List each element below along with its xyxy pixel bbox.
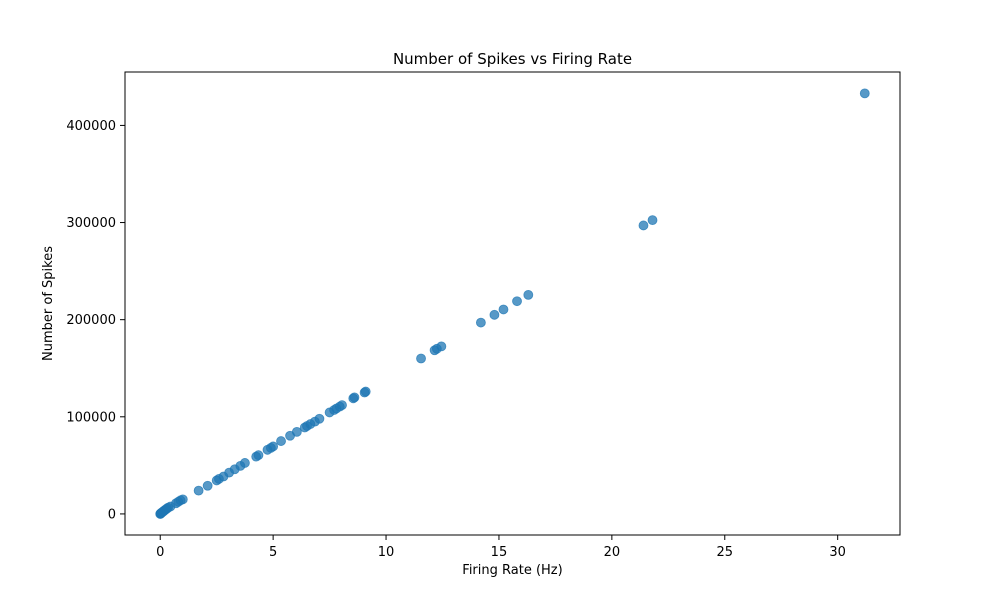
scatter-point — [240, 458, 250, 468]
plot-area-frame — [124, 71, 901, 536]
scatter-point — [337, 400, 347, 411]
scatter-point — [475, 317, 486, 328]
x-tick-label: 0 — [156, 545, 164, 560]
scatter-point — [202, 480, 213, 491]
scatter-point — [268, 441, 279, 452]
scatter-point — [512, 296, 522, 307]
points-layer — [155, 88, 870, 519]
x-axis-label: Firing Rate (Hz) — [462, 563, 562, 578]
x-tick-label: 20 — [604, 545, 621, 560]
y-tick-label: 300000 — [66, 216, 116, 231]
scatter-point — [416, 353, 426, 364]
x-tick-label: 10 — [378, 545, 395, 560]
y-tick-label: 0 — [108, 507, 116, 522]
scatter-point — [489, 309, 500, 320]
chart-title: Number of Spikes vs Firing Rate — [393, 50, 632, 68]
scatter-point — [638, 220, 649, 231]
y-tick-label: 400000 — [66, 119, 116, 134]
y-tick-label: 100000 — [66, 410, 116, 425]
scatter-point — [253, 450, 264, 461]
scatter-point — [436, 341, 447, 352]
x-tick-label: 15 — [491, 545, 508, 560]
scatter-point — [647, 215, 658, 226]
scatter-point — [498, 304, 509, 315]
x-axis-ticks: 0 5 10 15 20 25 30 — [156, 535, 846, 560]
scatter-point — [349, 392, 360, 403]
scatter-point — [859, 88, 870, 99]
scatter-point — [276, 436, 286, 446]
scatter-point — [314, 413, 325, 424]
y-axis-ticks: 0 100000 200000 300000 400000 — [66, 119, 125, 522]
y-tick-label: 200000 — [66, 313, 116, 328]
scatter-point — [360, 386, 371, 397]
x-tick-label: 30 — [829, 545, 846, 560]
scatter-point — [193, 485, 204, 496]
scatter-point — [177, 494, 188, 505]
x-tick-label: 5 — [269, 545, 277, 560]
x-tick-label: 25 — [716, 545, 733, 560]
scatter-point — [523, 289, 534, 300]
scatter-point — [291, 426, 302, 437]
y-axis-label: Number of Spikes — [41, 246, 56, 361]
